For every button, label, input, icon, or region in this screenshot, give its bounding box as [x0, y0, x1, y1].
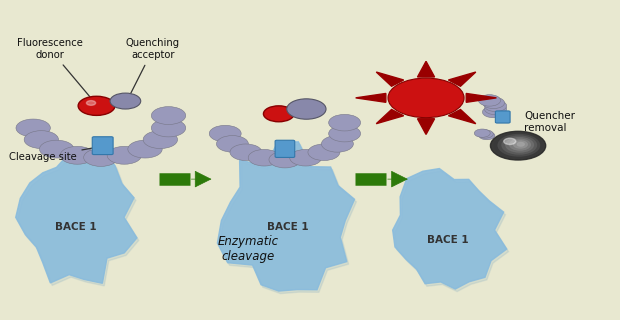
FancyBboxPatch shape	[495, 111, 510, 123]
Circle shape	[151, 119, 186, 137]
Polygon shape	[356, 93, 386, 102]
Text: BACE 1: BACE 1	[267, 222, 309, 232]
Circle shape	[482, 106, 505, 118]
Text: BACE 1: BACE 1	[427, 235, 468, 245]
Circle shape	[517, 142, 524, 146]
Circle shape	[485, 103, 507, 115]
Circle shape	[474, 129, 490, 137]
Text: Enzymatic
cleavage: Enzymatic cleavage	[218, 235, 278, 263]
Circle shape	[502, 136, 536, 154]
Circle shape	[151, 107, 186, 124]
Circle shape	[248, 149, 280, 166]
Polygon shape	[219, 144, 356, 294]
Polygon shape	[448, 72, 476, 86]
Polygon shape	[417, 61, 435, 77]
Circle shape	[308, 144, 340, 161]
Text: Cleavage site: Cleavage site	[9, 146, 103, 162]
Circle shape	[479, 132, 495, 140]
Circle shape	[485, 100, 507, 112]
Polygon shape	[16, 150, 137, 283]
Circle shape	[78, 96, 115, 116]
Text: Fluorescence
donor: Fluorescence donor	[17, 38, 92, 99]
FancyBboxPatch shape	[275, 140, 294, 157]
Circle shape	[503, 138, 516, 145]
Circle shape	[210, 125, 241, 142]
Circle shape	[290, 149, 322, 166]
Circle shape	[16, 119, 50, 137]
Circle shape	[490, 131, 546, 160]
Circle shape	[264, 106, 294, 122]
Circle shape	[24, 131, 58, 148]
Text: Quencher
removal: Quencher removal	[524, 111, 575, 132]
Circle shape	[128, 140, 162, 158]
Polygon shape	[218, 142, 355, 291]
Circle shape	[329, 125, 361, 142]
Polygon shape	[394, 171, 508, 292]
Circle shape	[479, 95, 500, 106]
FancyBboxPatch shape	[92, 137, 113, 155]
Polygon shape	[448, 109, 476, 124]
Circle shape	[494, 133, 542, 158]
Circle shape	[329, 114, 361, 131]
Polygon shape	[17, 153, 139, 286]
Circle shape	[506, 138, 533, 152]
Circle shape	[477, 130, 494, 138]
Polygon shape	[376, 72, 404, 86]
Circle shape	[287, 99, 326, 119]
Polygon shape	[376, 109, 404, 124]
Circle shape	[230, 144, 262, 161]
Circle shape	[482, 97, 505, 108]
Polygon shape	[417, 119, 435, 134]
Text: Quenching
acceptor: Quenching acceptor	[126, 38, 180, 95]
Polygon shape	[392, 169, 507, 289]
Circle shape	[269, 151, 301, 168]
Circle shape	[84, 148, 118, 166]
Circle shape	[510, 139, 530, 150]
Text: BACE 1: BACE 1	[55, 222, 97, 232]
Circle shape	[110, 93, 141, 109]
Circle shape	[86, 100, 95, 105]
Circle shape	[107, 146, 141, 164]
Circle shape	[388, 78, 464, 118]
Circle shape	[498, 134, 539, 156]
Circle shape	[143, 131, 177, 148]
Circle shape	[513, 141, 527, 148]
Circle shape	[216, 136, 249, 152]
Circle shape	[321, 136, 353, 152]
Circle shape	[60, 146, 94, 164]
Polygon shape	[466, 93, 497, 102]
Circle shape	[40, 140, 74, 158]
